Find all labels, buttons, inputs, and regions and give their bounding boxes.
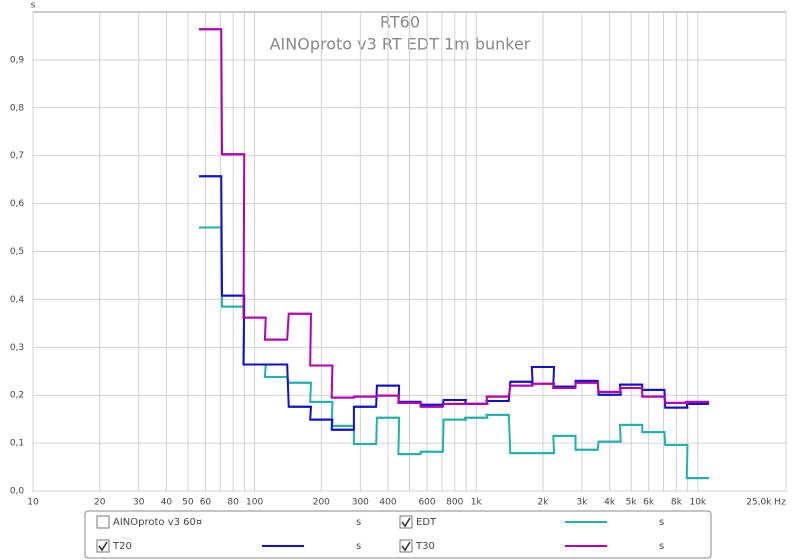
legend-unit: s: [659, 541, 664, 552]
x-tick-label: 300: [352, 498, 369, 508]
legend-checkbox[interactable]: [399, 515, 413, 529]
x-tick-label: 4k: [604, 498, 616, 508]
y-tick-label: 0,6: [10, 199, 25, 209]
x-tick-label: 10: [27, 498, 39, 508]
x-tick-label: 5k: [626, 498, 638, 508]
x-tick-label: 600: [418, 498, 435, 508]
legend-unit: s: [659, 517, 664, 528]
y-tick-label: 0,0: [10, 487, 25, 497]
y-tick-label: 0,3: [10, 343, 24, 353]
x-tick-label: 60: [200, 498, 212, 508]
legend-label: T20: [112, 541, 132, 552]
checkmark: [401, 541, 411, 552]
y-tick-label: 0,4: [10, 295, 25, 305]
legend-label: EDT: [416, 517, 437, 528]
chart-title: RT60: [380, 13, 420, 32]
checkmark: [401, 517, 411, 528]
x-tick-label: 30: [133, 498, 145, 508]
x-tick-label: 10k: [689, 498, 706, 508]
x-tick-label: 2k: [537, 498, 549, 508]
x-tick-label: 40: [161, 498, 173, 508]
x-tick-label: 6k: [643, 498, 655, 508]
x-tick-label: 20: [94, 498, 106, 508]
legend-checkbox[interactable]: [96, 539, 110, 553]
x-tick-label: 400: [379, 498, 396, 508]
x-tick-label: 200: [313, 498, 330, 508]
x-tick-label: 100: [246, 498, 263, 508]
chart-subtitle: AINOproto v3 RT EDT 1m bunker: [270, 35, 531, 54]
legend-checkbox[interactable]: [96, 515, 110, 529]
checkmark: [98, 541, 108, 552]
x-tick-label: 25,0k Hz: [746, 498, 786, 508]
x-tick-label: 3k: [576, 498, 588, 508]
y-tick-label: 0,8: [10, 103, 25, 113]
x-tick-label: 8k: [671, 498, 683, 508]
y-tick-label: 0,7: [10, 151, 24, 161]
y-tick-label: 0,2: [10, 391, 24, 401]
legend-label: T30: [415, 541, 435, 552]
legend-checkbox[interactable]: [399, 539, 413, 553]
x-tick-label: 800: [446, 498, 463, 508]
y-tick-label: 0,1: [10, 439, 24, 449]
step-riser: [199, 28, 709, 408]
legend-unit: s: [356, 541, 361, 552]
legend-box: [84, 510, 712, 559]
x-tick-label: 50: [182, 498, 194, 508]
y-unit: s: [31, 1, 36, 11]
legend-unit: s: [356, 517, 361, 528]
y-tick-label: 0,9: [10, 55, 25, 65]
x-tick-label: 1k: [471, 498, 483, 508]
y-tick-label: 0,5: [10, 247, 24, 257]
legend-label: AINOproto v3 60¤: [113, 517, 202, 528]
x-tick-label: 80: [227, 498, 239, 508]
